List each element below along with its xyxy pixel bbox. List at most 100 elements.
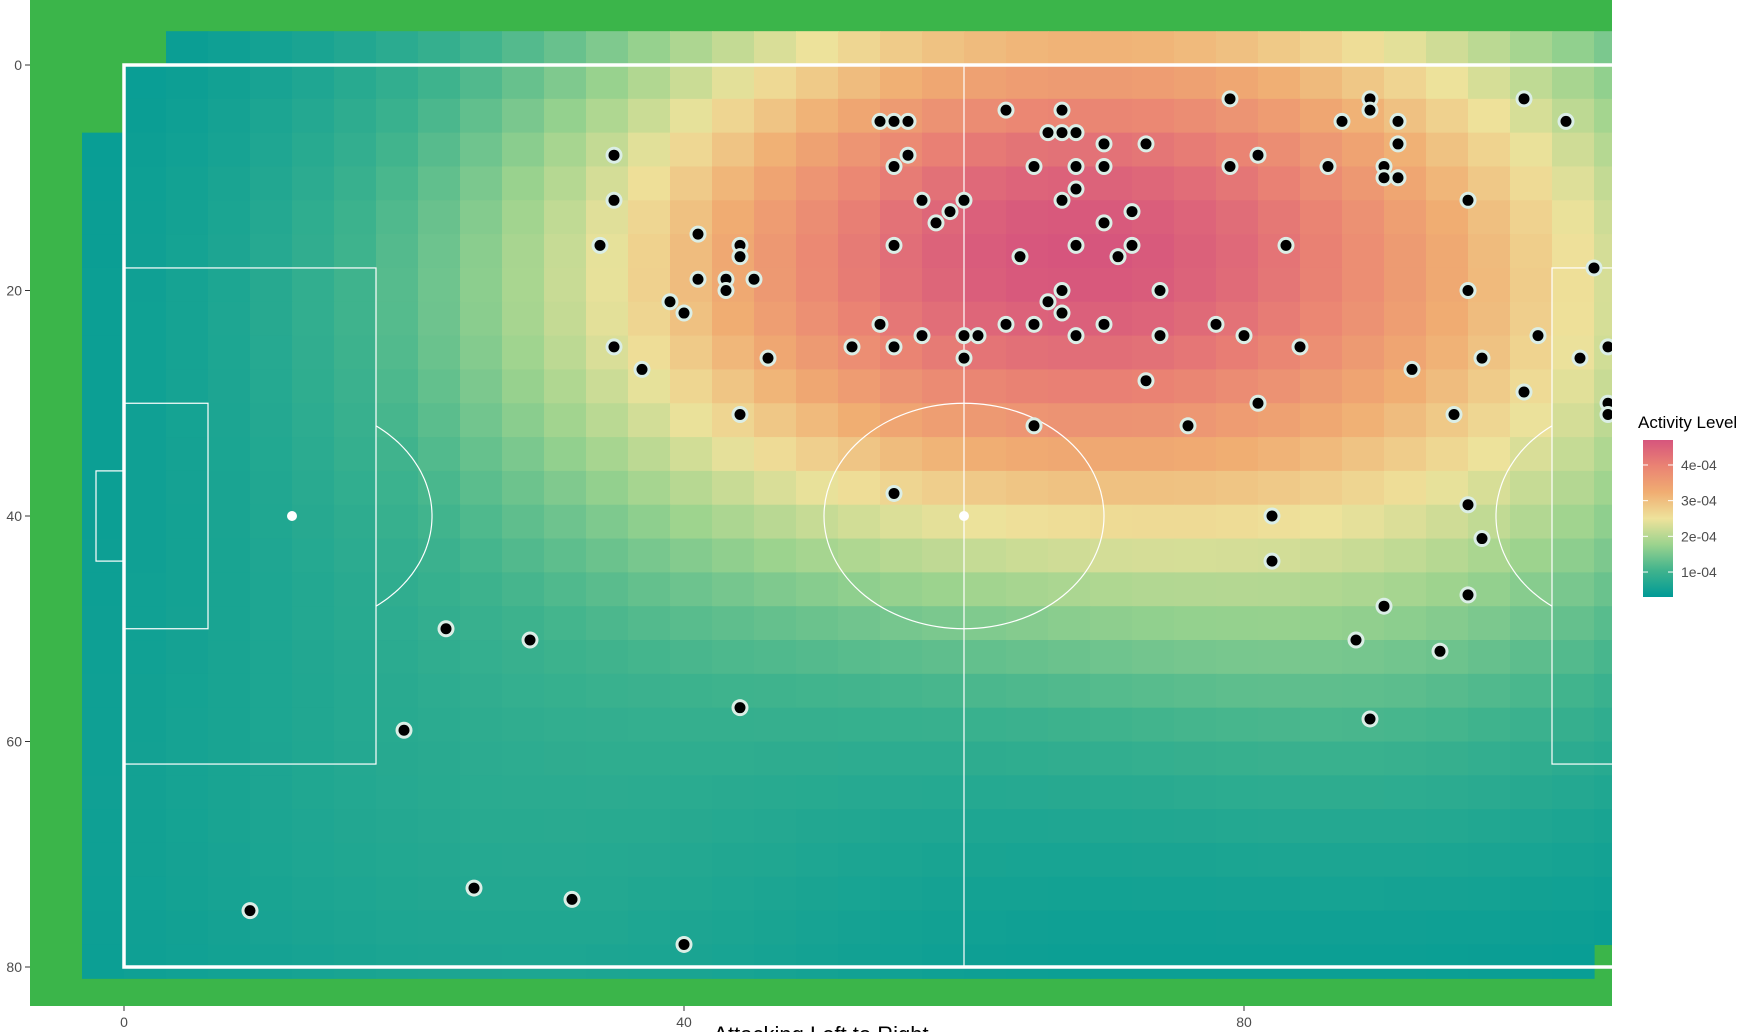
heat-cell bbox=[1090, 200, 1133, 235]
heat-cell bbox=[754, 606, 797, 641]
heat-cell bbox=[628, 369, 671, 404]
x-axis-title: Attacking Left to Right bbox=[713, 1022, 928, 1032]
heat-cell bbox=[838, 132, 881, 168]
heat-cell bbox=[1468, 301, 1511, 337]
heat-cell bbox=[1216, 403, 1259, 438]
heat-cell bbox=[1720, 268, 1763, 302]
heat-cell bbox=[460, 572, 503, 607]
heat-cell bbox=[628, 166, 671, 201]
heat-cell bbox=[1384, 572, 1427, 607]
heat-cell bbox=[754, 775, 797, 810]
heat-cell bbox=[502, 775, 545, 810]
heat-cell bbox=[1426, 606, 1469, 641]
heat-cell bbox=[670, 267, 713, 303]
heat-cell bbox=[166, 910, 209, 946]
heat-cell bbox=[628, 944, 671, 979]
heat-cell bbox=[292, 640, 335, 675]
heat-cell bbox=[124, 403, 167, 438]
heat-cell bbox=[1552, 403, 1595, 438]
heat-cell bbox=[1258, 673, 1301, 709]
heat-cell bbox=[1510, 504, 1553, 540]
heat-cell bbox=[1216, 707, 1259, 743]
y-tick-label-3: 60 bbox=[6, 734, 22, 750]
heat-cell bbox=[1678, 775, 1721, 809]
heat-cell bbox=[124, 673, 167, 709]
heat-cell bbox=[1258, 470, 1301, 506]
heat-cell bbox=[1468, 369, 1511, 404]
heat-cell bbox=[796, 944, 839, 979]
heat-cell bbox=[1090, 267, 1133, 303]
heat-cell bbox=[670, 234, 713, 269]
heat-cell bbox=[1384, 741, 1427, 776]
heat-cell bbox=[1720, 336, 1763, 370]
heat-cell bbox=[1006, 707, 1049, 743]
heat-cell bbox=[1720, 65, 1763, 99]
heat-cell bbox=[544, 842, 587, 878]
heat-cell bbox=[82, 741, 125, 776]
event-point bbox=[1599, 338, 1612, 356]
heat-cell bbox=[208, 132, 251, 168]
heat-cell bbox=[124, 234, 167, 269]
heat-cell bbox=[250, 98, 293, 134]
heat-cell bbox=[1132, 538, 1175, 573]
heat-cell bbox=[250, 437, 293, 472]
heat-cell bbox=[1594, 741, 1612, 776]
heat-cell bbox=[796, 640, 839, 675]
heat-cell bbox=[1720, 809, 1763, 843]
heat-cell bbox=[670, 606, 713, 641]
heat-cell bbox=[124, 504, 167, 540]
event-point bbox=[1361, 710, 1379, 728]
heat-cell bbox=[82, 369, 125, 404]
heat-cell bbox=[1216, 335, 1259, 371]
heat-cell bbox=[544, 504, 587, 540]
heat-cell bbox=[502, 910, 545, 946]
heat-cell bbox=[250, 470, 293, 506]
heat-cell bbox=[418, 301, 461, 337]
heat-cell bbox=[1006, 572, 1049, 607]
heat-cell bbox=[796, 166, 839, 201]
heat-cell bbox=[1342, 267, 1385, 303]
heat-cell bbox=[334, 775, 377, 810]
heat-cell bbox=[670, 369, 713, 404]
heat-cell bbox=[754, 640, 797, 675]
heat-cell bbox=[754, 65, 797, 100]
heat-cell bbox=[1174, 132, 1217, 168]
heat-cell bbox=[1342, 809, 1385, 844]
heat-cell bbox=[1510, 842, 1553, 878]
heat-cell bbox=[1720, 742, 1763, 776]
heat-cell bbox=[586, 606, 629, 641]
heat-cell bbox=[754, 335, 797, 371]
heat-cell bbox=[1552, 267, 1595, 303]
heat-cell bbox=[712, 538, 755, 573]
event-point bbox=[1473, 349, 1491, 367]
heat-cell bbox=[376, 301, 419, 337]
heat-cell bbox=[460, 606, 503, 641]
event-point bbox=[563, 890, 581, 908]
heat-cell bbox=[880, 200, 923, 235]
heat-cell bbox=[334, 267, 377, 303]
heat-cell bbox=[1300, 31, 1343, 66]
heat-cell bbox=[376, 944, 419, 979]
heat-cell bbox=[670, 98, 713, 134]
heat-cell bbox=[250, 809, 293, 844]
heat-cell bbox=[124, 842, 167, 878]
heat-cell bbox=[964, 504, 1007, 540]
heat-cell bbox=[1006, 65, 1049, 100]
heat-cell bbox=[1174, 606, 1217, 641]
heat-cell bbox=[1258, 65, 1301, 100]
heat-cell bbox=[1510, 132, 1553, 168]
heat-cell bbox=[1384, 842, 1427, 878]
heat-cell bbox=[1678, 708, 1721, 742]
heat-cell bbox=[1552, 301, 1595, 337]
heat-cell bbox=[1216, 640, 1259, 675]
heat-cell bbox=[166, 369, 209, 404]
event-point bbox=[1095, 214, 1113, 232]
heat-cell bbox=[208, 166, 251, 201]
event-point bbox=[1628, 361, 1645, 378]
heat-cell bbox=[1468, 98, 1511, 134]
heat-cell bbox=[1594, 437, 1612, 472]
heat-cell bbox=[1258, 842, 1301, 878]
heat-cell bbox=[502, 707, 545, 743]
heat-cell bbox=[502, 267, 545, 303]
heat-cell bbox=[1216, 98, 1259, 134]
